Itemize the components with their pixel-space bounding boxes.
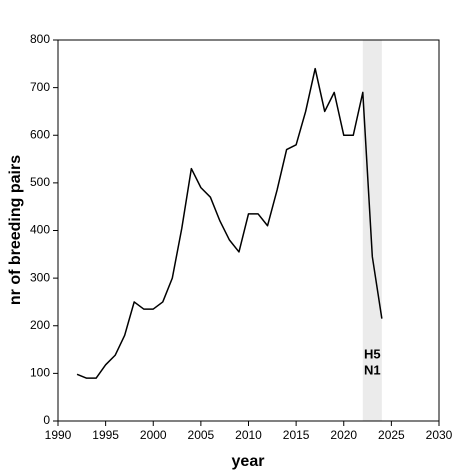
x-tick-label: 1990 xyxy=(45,428,72,442)
highlight-label: H5 xyxy=(364,346,381,361)
x-tick-label: 2025 xyxy=(378,428,405,442)
y-tick-label: 800 xyxy=(30,32,50,46)
x-axis-title: year xyxy=(232,453,265,470)
data-line xyxy=(76,67,383,379)
y-tick-label: 0 xyxy=(43,413,50,427)
y-tick-label: 500 xyxy=(30,175,50,189)
y-tick-label: 700 xyxy=(30,80,50,94)
y-tick-label: 400 xyxy=(30,223,50,237)
highlight-band xyxy=(362,40,382,421)
x-tick-label: 2015 xyxy=(283,428,310,442)
x-tick-label: 2020 xyxy=(330,428,357,442)
y-tick-label: 300 xyxy=(30,270,50,284)
x-tick-label: 2010 xyxy=(235,428,262,442)
x-tick-label: 2030 xyxy=(426,428,453,442)
y-tick-label: 100 xyxy=(30,366,50,380)
highlight-label: N1 xyxy=(364,362,381,377)
y-tick-label: 200 xyxy=(30,318,50,332)
x-tick-label: 2005 xyxy=(188,428,215,442)
x-tick-label: 2000 xyxy=(140,428,167,442)
x-tick-label: 1995 xyxy=(92,428,119,442)
y-axis-title: nr of breeding pairs xyxy=(7,155,24,305)
y-tick-label: 600 xyxy=(30,127,50,141)
plot-frame xyxy=(57,39,440,422)
